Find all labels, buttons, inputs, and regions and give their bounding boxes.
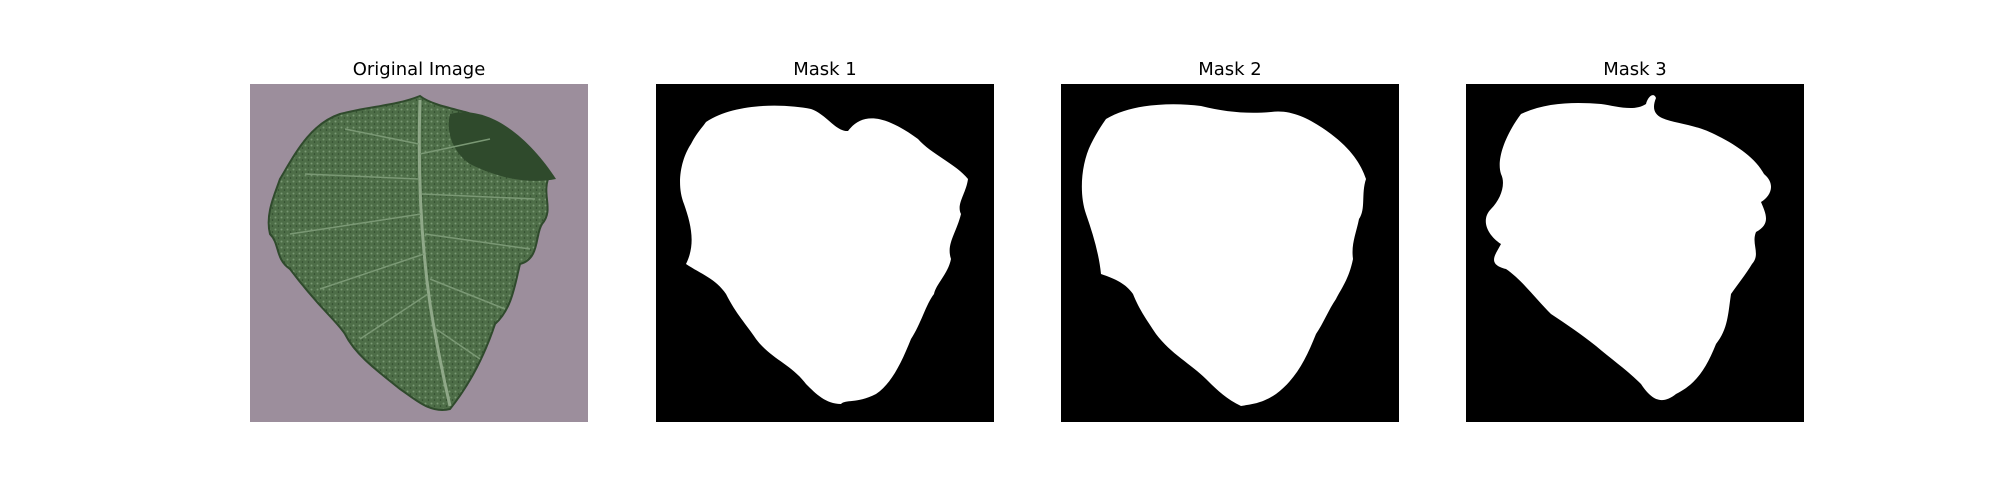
panel-title: Mask 2 (1198, 59, 1262, 80)
leaf-dark-lobe (448, 112, 556, 181)
original-image (250, 84, 588, 422)
mask-image (1061, 84, 1399, 422)
mask-shape (1081, 104, 1366, 406)
mask-image (656, 84, 994, 422)
leaf-mask-icon (1061, 84, 1399, 422)
panel-mask-3: Mask 3 (1466, 58, 1804, 422)
panel-mask-1: Mask 1 (656, 58, 994, 422)
panel-title: Mask 3 (1603, 59, 1667, 80)
leaf-mask-icon (1466, 84, 1804, 422)
mask-shape (680, 105, 968, 405)
panel-mask-2: Mask 2 (1061, 58, 1399, 422)
leaf-mask-icon (656, 84, 994, 422)
leaf-veins (289, 128, 536, 360)
leaf-midrib (417, 99, 452, 407)
panel-title: Original Image (352, 59, 486, 80)
mask-shape (1485, 95, 1772, 401)
mask-image (1466, 84, 1804, 422)
panel-title: Mask 1 (793, 59, 857, 80)
leaf-photo-icon (250, 84, 588, 422)
panel-original-image: Original Image (250, 58, 588, 422)
